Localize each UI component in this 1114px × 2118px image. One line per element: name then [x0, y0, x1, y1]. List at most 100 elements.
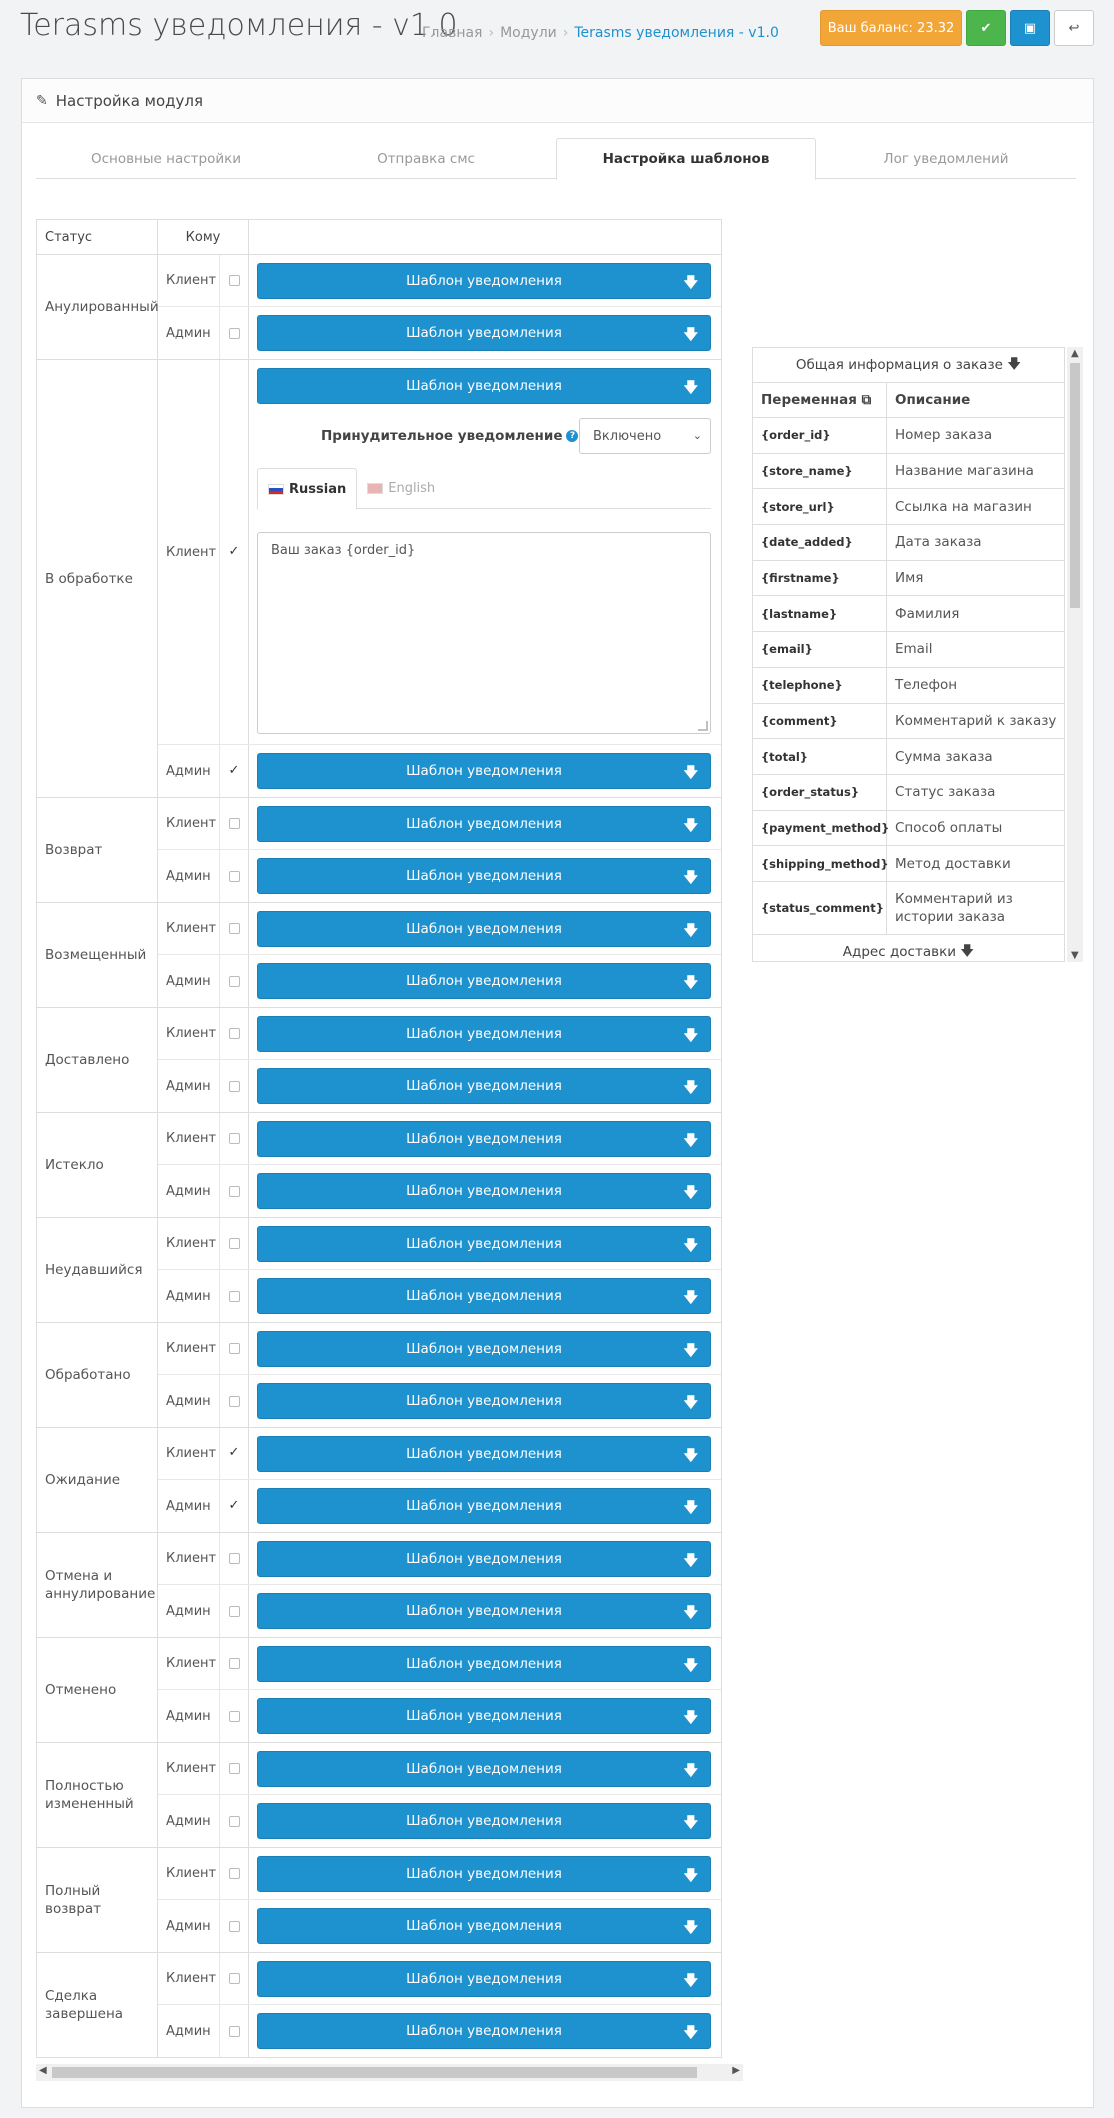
template-toggle-button[interactable]: Шаблон уведомления 🡇 — [257, 1856, 711, 1892]
scroll-down-icon[interactable]: ▼ — [1071, 950, 1079, 961]
client-checkbox[interactable] — [228, 1553, 240, 1564]
template-toggle-button[interactable]: Шаблон уведомления 🡇 — [257, 1541, 711, 1577]
template-textarea[interactable]: Ваш заказ {order_id} — [257, 532, 711, 734]
client-checkbox[interactable] — [228, 923, 240, 934]
balance-button[interactable]: Ваш баланс: 23.32 — [820, 10, 962, 46]
force-notify-select[interactable]: Включено ⌄ — [579, 418, 711, 454]
variable-name[interactable]: {payment_method} — [753, 810, 889, 846]
client-checkbox[interactable] — [228, 1868, 240, 1879]
variables-heading[interactable]: Общая информация о заказе 🡇 — [753, 348, 1064, 383]
template-toggle-button[interactable]: Шаблон уведомления 🡇 — [257, 1908, 711, 1944]
resize-handle[interactable] — [698, 721, 708, 731]
scroll-thumb[interactable] — [52, 2067, 697, 2078]
template-toggle-button[interactable]: Шаблон уведомления 🡇 — [257, 1646, 711, 1682]
client-checkbox[interactable] — [228, 1133, 240, 1144]
template-toggle-button[interactable]: Шаблон уведомления 🡇 — [257, 806, 711, 842]
client-checkbox[interactable]: ✓ — [229, 545, 240, 558]
template-toggle-button[interactable]: Шаблон уведомления 🡇 — [257, 1016, 711, 1052]
variable-name[interactable]: {telephone} — [753, 667, 887, 703]
admin-checkbox[interactable] — [228, 870, 240, 882]
admin-checkbox[interactable] — [228, 1815, 240, 1827]
apply-button[interactable]: ✔ — [966, 10, 1006, 46]
template-toggle-button[interactable]: Шаблон уведомления 🡇 — [257, 1121, 711, 1157]
template-toggle-button[interactable]: Шаблон уведомления 🡇 — [257, 911, 711, 947]
variable-name[interactable]: {store_url} — [753, 489, 887, 525]
shipping-address-heading[interactable]: Адрес доставки 🡇 — [753, 935, 1064, 962]
template-toggle-button[interactable]: Шаблон уведомления 🡇 — [257, 1436, 711, 1472]
admin-checkbox[interactable]: ✓ — [229, 1499, 240, 1512]
template-toggle-button[interactable]: Шаблон уведомления 🡇 — [257, 1173, 711, 1209]
recipient-row: Клиент ✓ Шаблон уведомления 🡇 Принудительное… — [158, 360, 721, 745]
variable-name[interactable]: {status_comment} — [753, 881, 887, 934]
client-checkbox[interactable]: ✓ — [229, 1446, 240, 1459]
template-toggle-button[interactable]: Шаблон уведомления 🡇 — [257, 1383, 711, 1419]
tab-lang-english[interactable]: English — [357, 468, 445, 509]
client-checkbox[interactable] — [228, 1238, 240, 1249]
variable-name[interactable]: {total} — [753, 739, 887, 774]
template-toggle-button[interactable]: Шаблон уведомления 🡇 — [257, 1068, 711, 1104]
client-checkbox[interactable] — [228, 275, 240, 286]
tab-templates[interactable]: Настройка шаблонов — [556, 138, 816, 180]
template-toggle-button[interactable]: Шаблон уведомления 🡇 — [257, 963, 711, 999]
vscroll-thumb[interactable] — [1070, 363, 1080, 608]
tab-lang-russian[interactable]: Russian — [257, 468, 358, 510]
admin-checkbox[interactable] — [228, 975, 240, 987]
template-toggle-button[interactable]: Шаблон уведомления 🡇 — [257, 2013, 711, 2049]
template-toggle-button[interactable]: Шаблон уведомления 🡇 — [257, 858, 711, 894]
client-checkbox[interactable] — [228, 1763, 240, 1774]
variable-name[interactable]: {order_id} — [753, 418, 887, 453]
variable-name[interactable]: {date_added} — [753, 525, 887, 560]
admin-checkbox[interactable] — [228, 1710, 240, 1722]
admin-checkbox[interactable] — [228, 1080, 240, 1092]
template-toggle-button[interactable]: Шаблон уведомления 🡇 — [257, 1803, 711, 1839]
template-toggle-button[interactable]: Шаблон уведомления 🡇 — [257, 1278, 711, 1314]
template-toggle-button[interactable]: Шаблон уведомления 🡇 — [257, 263, 711, 299]
admin-checkbox[interactable] — [228, 1605, 240, 1617]
variable-name[interactable]: {order_status} — [753, 774, 887, 810]
horizontal-scrollbar[interactable]: ◀ ▶ — [36, 2064, 743, 2081]
breadcrumb-modules[interactable]: Модули — [500, 25, 557, 41]
recipient-row: Клиент Шаблон уведомления 🡇 — [158, 1743, 721, 1795]
vertical-scrollbar[interactable]: ▲ ▼ — [1067, 347, 1083, 962]
admin-checkbox[interactable] — [228, 1920, 240, 1932]
template-toggle-button[interactable]: Шаблон уведомления 🡇 — [257, 1488, 711, 1524]
breadcrumb-home[interactable]: Главная — [422, 25, 483, 41]
variable-name[interactable]: {store_name} — [753, 453, 887, 489]
admin-checkbox[interactable] — [228, 1395, 240, 1407]
tab-log[interactable]: Лог уведомлений — [883, 150, 1009, 167]
variable-name[interactable]: {shipping_method} — [753, 846, 889, 881]
tab-main-settings[interactable]: Основные настройки — [90, 150, 242, 167]
admin-checkbox[interactable] — [228, 327, 240, 339]
template-toggle-button[interactable]: Шаблон уведомления 🡇 — [257, 1751, 711, 1787]
save-button[interactable]: ▣ — [1010, 10, 1050, 46]
variable-name[interactable]: {lastname} — [753, 596, 887, 632]
variable-name[interactable]: {email} — [753, 632, 887, 667]
back-button[interactable]: ↩ — [1054, 10, 1094, 46]
breadcrumb-current[interactable]: Terasms уведомления - v1.0 — [574, 25, 779, 41]
scroll-right-icon[interactable]: ▶ — [732, 2065, 740, 2076]
client-checkbox[interactable] — [228, 818, 240, 829]
template-toggle-button[interactable]: Шаблон уведомления 🡇 — [257, 1226, 711, 1262]
admin-checkbox[interactable]: ✓ — [229, 764, 240, 777]
admin-checkbox[interactable] — [228, 2025, 240, 2037]
template-toggle-button[interactable]: Шаблон уведомления 🡇 — [257, 1961, 711, 1997]
client-checkbox[interactable] — [228, 1658, 240, 1669]
admin-checkbox[interactable] — [228, 1185, 240, 1197]
template-toggle-button[interactable]: Шаблон уведомления 🡇 — [257, 753, 711, 789]
tab-send-sms[interactable]: Отправка смс — [377, 150, 475, 167]
client-checkbox[interactable] — [228, 1973, 240, 1984]
variable-name[interactable]: {comment} — [753, 703, 887, 739]
template-toggle-button[interactable]: Шаблон уведомления 🡇 — [257, 1331, 711, 1367]
admin-checkbox[interactable] — [228, 1290, 240, 1302]
scroll-left-icon[interactable]: ◀ — [39, 2065, 47, 2076]
client-checkbox[interactable] — [228, 1028, 240, 1039]
template-toggle-button[interactable]: Шаблон уведомления 🡇 — [257, 368, 711, 404]
template-toggle-button[interactable]: Шаблон уведомления 🡇 — [257, 1593, 711, 1629]
scroll-up-icon[interactable]: ▲ — [1071, 348, 1079, 359]
client-checkbox[interactable] — [228, 1343, 240, 1354]
template-toggle-button[interactable]: Шаблон уведомления 🡇 — [257, 315, 711, 351]
status-group: Полностью измененный Клиент Шаблон уведомл… — [37, 1743, 721, 1848]
template-toggle-button[interactable]: Шаблон уведомления 🡇 — [257, 1698, 711, 1734]
help-icon[interactable]: ? — [566, 430, 579, 442]
variable-name[interactable]: {firstname} — [753, 560, 887, 596]
